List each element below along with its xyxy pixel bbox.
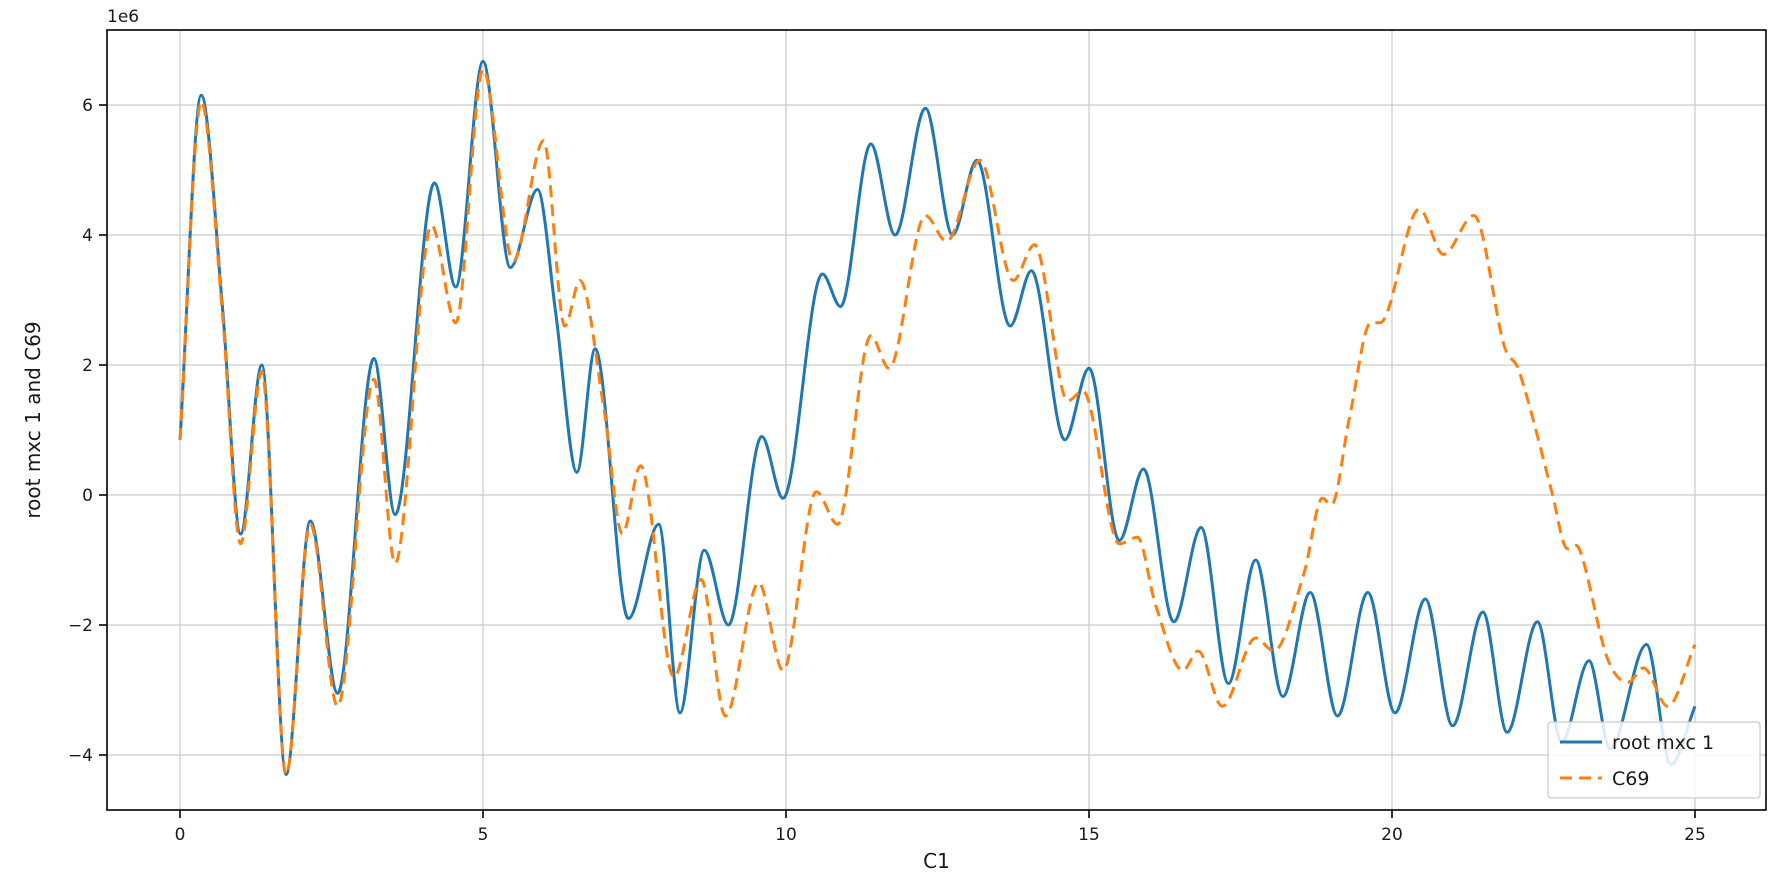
x-axis-label: C1 xyxy=(923,849,950,873)
x-tick-label: 10 xyxy=(775,825,797,845)
axes-spines xyxy=(106,29,1767,811)
legend-label-c69: C69 xyxy=(1612,768,1649,790)
x-tick-label: 0 xyxy=(175,825,186,845)
y-tick-label: −4 xyxy=(68,746,93,766)
x-tick-label: 20 xyxy=(1381,825,1403,845)
legend-label-root-mxc-1: root mxc 1 xyxy=(1612,732,1714,754)
y-offset-label: 1e6 xyxy=(107,7,139,27)
y-tick-label: −2 xyxy=(68,616,93,636)
x-tick-label: 15 xyxy=(1078,825,1100,845)
y-tick-label: 0 xyxy=(82,486,93,506)
y-tick-label: 4 xyxy=(82,226,93,246)
series-line-root-mxc-1 xyxy=(178,59,1697,776)
y-tick-label: 2 xyxy=(82,356,93,376)
y-axis-label: root mxc 1 and C69 xyxy=(21,321,45,518)
y-tick-label: 6 xyxy=(82,96,93,116)
x-tick-label: 5 xyxy=(478,825,489,845)
x-tick-label: 25 xyxy=(1684,825,1706,845)
series-line-c69 xyxy=(178,67,1697,776)
